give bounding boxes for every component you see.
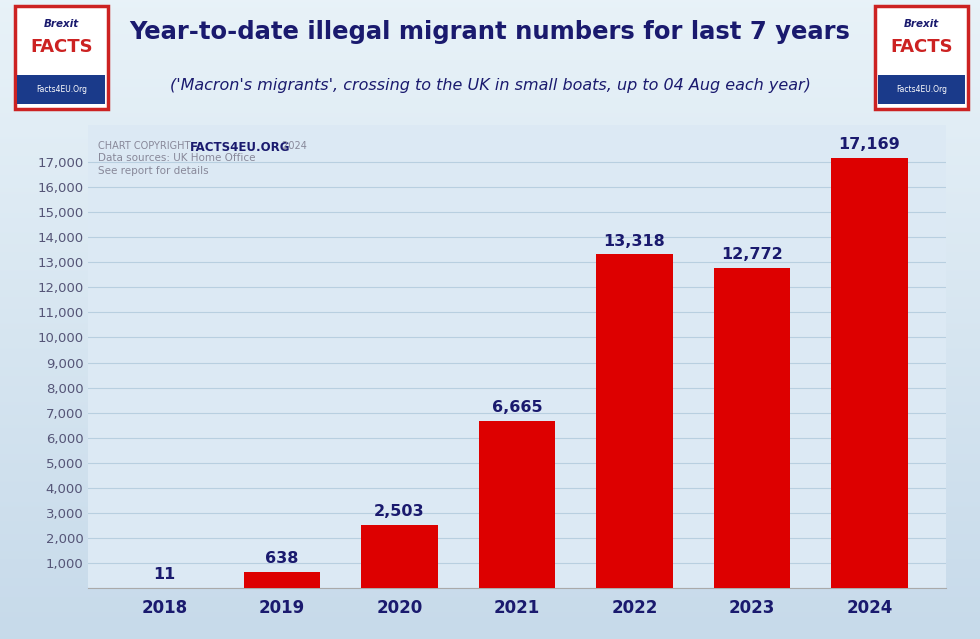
Text: Year-to-date illegal migrant numbers for last 7 years: Year-to-date illegal migrant numbers for… bbox=[129, 20, 851, 44]
Text: 6,665: 6,665 bbox=[492, 400, 542, 415]
Text: Data sources: UK Home Office: Data sources: UK Home Office bbox=[98, 153, 256, 164]
Text: Brexit: Brexit bbox=[905, 19, 939, 29]
Text: See report for details: See report for details bbox=[98, 166, 209, 176]
Bar bbox=[362, 525, 438, 588]
Text: 12,772: 12,772 bbox=[721, 247, 783, 262]
Text: 11: 11 bbox=[154, 567, 175, 582]
Bar bbox=[713, 268, 790, 588]
Text: 17,169: 17,169 bbox=[839, 137, 901, 152]
FancyBboxPatch shape bbox=[18, 75, 105, 104]
Text: FACTS: FACTS bbox=[891, 38, 953, 56]
Text: Brexit: Brexit bbox=[44, 19, 78, 29]
Text: 2,503: 2,503 bbox=[374, 504, 424, 520]
Text: 13,318: 13,318 bbox=[604, 234, 665, 249]
Text: CHART COPYRIGHT: CHART COPYRIGHT bbox=[98, 141, 194, 151]
FancyBboxPatch shape bbox=[878, 75, 965, 104]
Text: Facts4EU.Org: Facts4EU.Org bbox=[35, 85, 87, 94]
Text: ('Macron's migrants', crossing to the UK in small boats, up to 04 Aug each year): ('Macron's migrants', crossing to the UK… bbox=[170, 77, 810, 93]
FancyBboxPatch shape bbox=[15, 6, 108, 109]
Bar bbox=[244, 572, 320, 588]
Bar bbox=[831, 158, 907, 588]
FancyBboxPatch shape bbox=[875, 6, 968, 109]
Bar bbox=[596, 254, 672, 588]
Text: FACTS4EU.ORG: FACTS4EU.ORG bbox=[189, 141, 290, 154]
Text: FACTS: FACTS bbox=[30, 38, 92, 56]
Text: 2024: 2024 bbox=[278, 141, 307, 151]
Text: Facts4EU.Org: Facts4EU.Org bbox=[896, 85, 948, 94]
Bar bbox=[479, 421, 555, 588]
Text: 638: 638 bbox=[266, 551, 299, 566]
